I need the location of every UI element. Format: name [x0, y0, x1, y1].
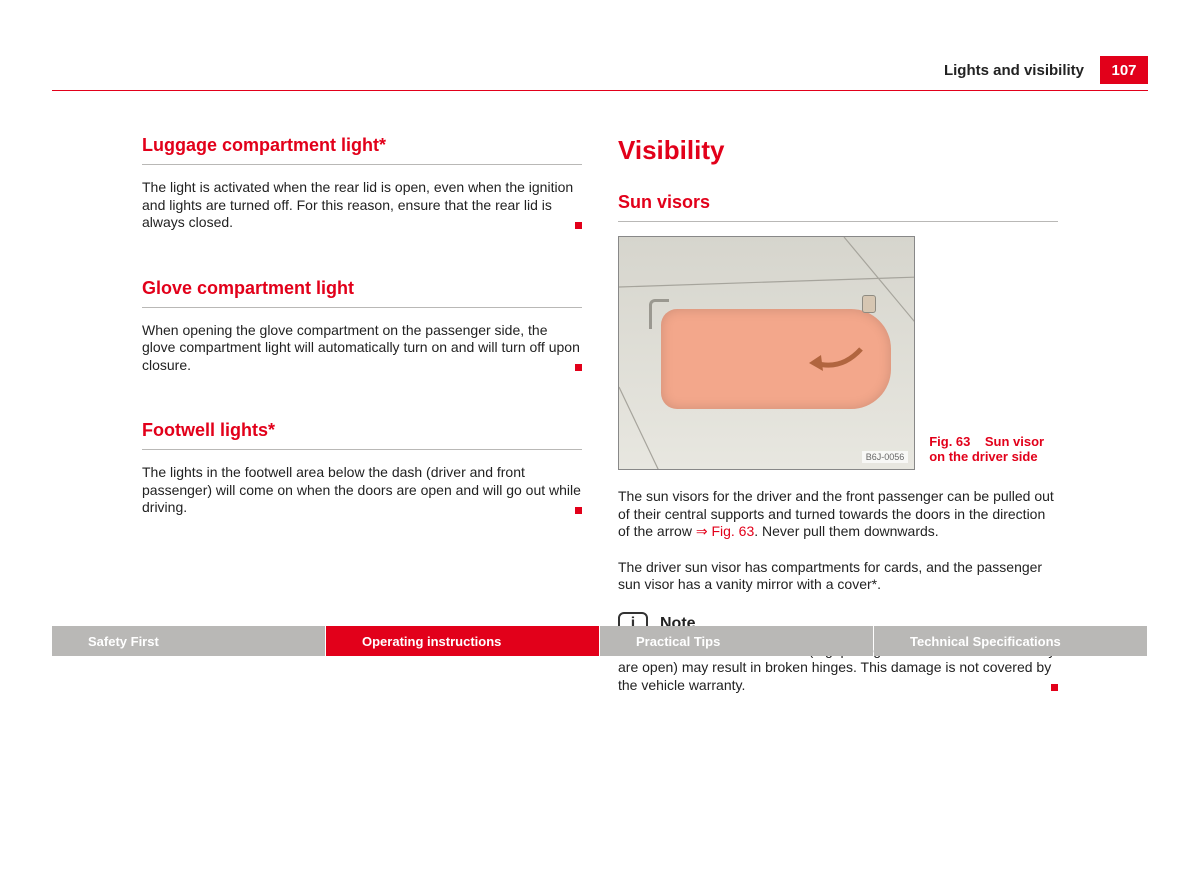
content-columns: Luggage compartment light* The light is …: [52, 91, 1148, 712]
text-footwell-lights: The lights in the footwell area below th…: [142, 464, 582, 517]
text-luggage-light: The light is activated when the rear lid…: [142, 179, 582, 232]
swing-arrow-icon: [807, 341, 869, 375]
tab-technical-specifications[interactable]: Technical Specifications: [874, 626, 1147, 656]
page-header: Lights and visibility 107: [52, 56, 1148, 84]
heading-luggage-light: Luggage compartment light*: [142, 135, 582, 165]
figure-caption-prefix: Fig. 63: [929, 434, 970, 449]
page: Lights and visibility 107 Luggage compar…: [0, 0, 1200, 712]
figure-sun-visor: B6J-0056: [618, 236, 915, 470]
heading-footwell-lights: Footwell lights*: [142, 420, 582, 450]
figure-wrap: B6J-0056 Fig. 63 Sun visor on the driver…: [618, 236, 1058, 470]
section-end-marker: [575, 364, 582, 371]
section-title-visibility: Visibility: [618, 135, 1058, 166]
text-sunvisor-p1: The sun visors for the driver and the fr…: [618, 488, 1058, 541]
section-end-marker: [575, 507, 582, 514]
p1-after: . Never pull them downwards.: [754, 523, 938, 539]
visor-clip: [862, 295, 876, 313]
tab-operating-instructions[interactable]: Operating instructions: [326, 626, 599, 656]
heading-glove-light: Glove compartment light: [142, 278, 582, 308]
body-span: The lights in the footwell area below th…: [142, 464, 581, 515]
header-section-title: Lights and visibility: [944, 62, 1084, 79]
body-span: When opening the glove compartment on th…: [142, 322, 580, 373]
heading-sun-visors: Sun visors: [618, 192, 1058, 222]
section-end-marker: [1051, 684, 1058, 691]
figure-code: B6J-0056: [862, 451, 909, 463]
body-span: The light is activated when the rear lid…: [142, 179, 573, 230]
text-glove-light: When opening the glove compartment on th…: [142, 322, 582, 375]
footer-tabs: Safety First Operating instructions Prac…: [52, 626, 1148, 656]
figure-cross-ref: ⇒ Fig. 63: [696, 523, 754, 539]
section-end-marker: [575, 222, 582, 229]
text-sunvisor-p2: The driver sun visor has compartments fo…: [618, 559, 1058, 594]
tab-practical-tips[interactable]: Practical Tips: [600, 626, 873, 656]
figure-caption: Fig. 63 Sun visor on the driver side: [929, 434, 1058, 470]
page-number: 107: [1100, 56, 1148, 84]
tab-safety-first[interactable]: Safety First: [52, 626, 325, 656]
